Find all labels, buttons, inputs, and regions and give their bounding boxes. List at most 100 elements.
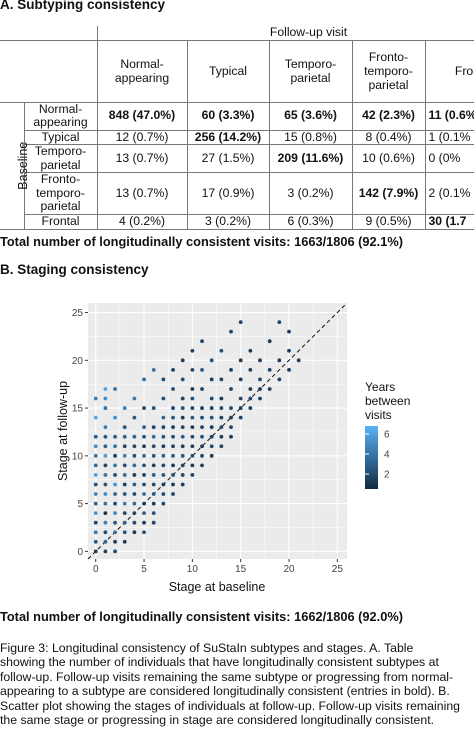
scatter-point (258, 387, 262, 391)
scatter-point (103, 520, 108, 525)
table-cell: 4 (0.2%) (96, 214, 188, 230)
scatter-point (93, 511, 98, 516)
scatter-point (113, 482, 117, 487)
scatter-point (122, 501, 127, 506)
scatter-point (151, 463, 156, 468)
scatter-point (219, 444, 224, 449)
scatter-point (103, 473, 108, 477)
figure-caption: Figure 3: Longitudinal consistency of Su… (0, 641, 474, 727)
y-axis-label: Stage at follow-up (56, 381, 70, 481)
row-header: Normal-appearing (23, 101, 98, 131)
x-tick-label: 20 (283, 564, 295, 575)
scatter-point (287, 329, 291, 334)
scatter-point (103, 539, 108, 544)
table-cell: 8 (0.4%) (351, 129, 426, 145)
scatter-point (171, 434, 175, 439)
scatter-point (103, 501, 108, 506)
scatter-point (113, 463, 117, 468)
scatter-point (209, 453, 214, 458)
caption-line: the same stage or progressing in stage a… (0, 713, 435, 728)
scatter-point (103, 444, 108, 449)
scatter-point (132, 415, 137, 420)
scatter-point (122, 530, 127, 535)
scatter-point (180, 406, 185, 410)
scatter-point (180, 377, 185, 382)
scatter-point (113, 444, 117, 449)
scatter-point (267, 367, 272, 372)
scatter-point (142, 530, 146, 535)
scatter-point (287, 367, 291, 372)
scatter-point (171, 415, 175, 420)
scatter-point (229, 415, 233, 420)
scatter-point (142, 463, 146, 468)
scatter-point (103, 453, 108, 458)
scatter-point (93, 463, 98, 468)
scatter-point (113, 520, 117, 525)
scatter-point (190, 387, 195, 391)
scatter-point (287, 348, 291, 353)
grid-lines (88, 303, 347, 559)
table-cell: 1 (0.1% (424, 129, 474, 145)
scatter-point (132, 511, 137, 516)
scatter-point (209, 434, 214, 439)
scatter-point (209, 406, 214, 410)
scatter-point (161, 473, 166, 477)
table-cell: 848 (47.0%) (96, 101, 188, 131)
scatter-point (180, 453, 185, 458)
table-cell: 27 (1.5%) (186, 144, 270, 173)
scatter-point (113, 415, 117, 420)
scatter-point (190, 348, 195, 353)
table-cell: 3 (0.2%) (268, 172, 353, 215)
color-legend: Years between visits 2 4 6 (365, 380, 410, 489)
table-cell: 6 (0.3%) (268, 214, 353, 230)
y-tick-label: 10 (72, 451, 84, 462)
scatter-point (200, 406, 204, 410)
scatter-point (171, 482, 175, 487)
row-header-line: Fronto- (40, 172, 81, 187)
scatter-point (219, 434, 224, 439)
scatter-point (219, 406, 224, 410)
scatter-point (238, 406, 243, 410)
scatter-point (113, 511, 117, 516)
scatter-point (180, 425, 185, 430)
scatter-point (132, 501, 137, 506)
table-row: Baseline Normal-appearing 848 (47.0%) 60 (3… (0, 101, 474, 230)
scatter-point (171, 367, 175, 372)
scatter-point (113, 501, 117, 506)
scatter-point (151, 434, 156, 439)
scatter-point (161, 501, 166, 506)
scatter-point (93, 482, 98, 487)
scatter-point (219, 396, 224, 401)
scatter-point (219, 425, 224, 430)
scatter-point (151, 453, 156, 458)
scatter-point (151, 367, 156, 372)
scatter-point (258, 377, 262, 382)
table-cell: 142 (7.9%) (351, 172, 426, 215)
scatter-point (190, 453, 195, 458)
scatter-point (161, 444, 166, 449)
scatter-point (113, 492, 117, 496)
table-cell: 256 (14.2%) (186, 129, 270, 145)
col-header-line: parietal (290, 71, 331, 85)
scatter-point (132, 473, 137, 477)
row-header-line: Temporo- (34, 144, 87, 158)
legend-title-line: visits (365, 408, 392, 422)
scatter-point (229, 367, 233, 372)
scatter-point (209, 415, 214, 420)
scatter-point (122, 482, 127, 487)
scatter-point (122, 520, 127, 525)
scatter-point (103, 406, 108, 410)
scatter-point (113, 549, 117, 554)
scatter-point (229, 329, 233, 334)
scatter-point (200, 367, 204, 372)
scatter-point (132, 396, 137, 401)
scatter-point (161, 434, 166, 439)
scatter-point (180, 396, 185, 401)
scatter-point (238, 396, 243, 401)
scatter-point (142, 520, 146, 525)
y-tick-label: 15 (72, 404, 84, 415)
x-axis-label: Stage at baseline (169, 580, 266, 594)
scatter-point (200, 339, 204, 344)
scatter-point (113, 539, 117, 544)
